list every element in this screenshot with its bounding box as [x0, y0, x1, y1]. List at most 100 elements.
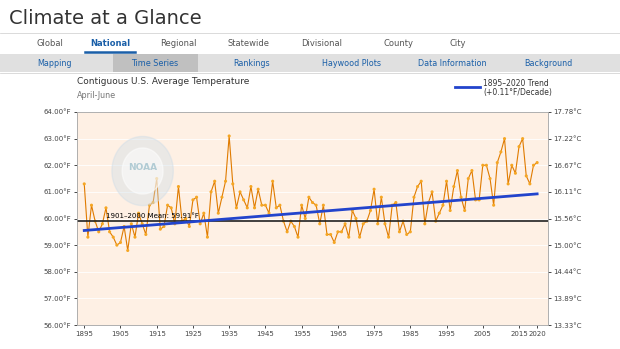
Point: [416, 178, 426, 184]
Point: [297, 202, 307, 208]
Point: [123, 248, 133, 253]
Point: [376, 194, 386, 200]
Point: [369, 186, 379, 192]
Text: (+0.11°F/Decade): (+0.11°F/Decade): [483, 89, 552, 97]
Point: [181, 216, 191, 221]
Point: [112, 242, 122, 248]
Point: [137, 221, 147, 227]
Point: [152, 176, 162, 181]
Point: [319, 202, 329, 208]
Point: [507, 162, 516, 168]
Point: [275, 202, 285, 208]
Point: [177, 218, 187, 224]
Point: [184, 224, 194, 229]
Point: [438, 202, 448, 208]
Point: [420, 221, 430, 227]
Point: [90, 218, 100, 224]
Polygon shape: [112, 136, 173, 206]
Point: [213, 210, 223, 216]
Point: [242, 205, 252, 211]
Point: [293, 234, 303, 240]
Point: [83, 234, 93, 240]
Point: [463, 176, 473, 181]
Text: Climate at a Glance: Climate at a Glance: [9, 8, 202, 28]
Point: [260, 202, 270, 208]
Point: [347, 208, 357, 213]
Point: [453, 168, 463, 173]
Text: Regional: Regional: [160, 38, 197, 47]
Point: [130, 234, 140, 240]
Text: Data Information: Data Information: [418, 59, 486, 67]
Point: [311, 202, 321, 208]
Text: County: County: [383, 38, 413, 47]
Point: [343, 234, 353, 240]
Text: Global: Global: [37, 38, 63, 47]
Point: [108, 234, 118, 240]
Point: [105, 229, 115, 235]
Point: [282, 229, 292, 235]
Point: [322, 232, 332, 237]
Point: [358, 221, 368, 227]
Point: [257, 202, 267, 208]
Point: [441, 178, 451, 184]
Point: [366, 208, 376, 213]
Point: [456, 194, 466, 200]
Point: [246, 184, 256, 190]
Point: [326, 232, 335, 237]
Text: Divisional: Divisional: [301, 38, 342, 47]
Point: [337, 229, 347, 235]
Point: [268, 178, 278, 184]
Point: [521, 173, 531, 179]
Point: [496, 149, 506, 155]
Point: [518, 136, 528, 141]
Point: [101, 205, 111, 211]
Point: [405, 229, 415, 235]
Text: NOAA: NOAA: [128, 163, 157, 172]
Point: [239, 197, 249, 203]
Point: [391, 200, 401, 205]
Point: [503, 181, 513, 187]
Point: [272, 205, 281, 211]
Point: [304, 194, 314, 200]
Point: [528, 162, 538, 168]
Text: City: City: [450, 38, 466, 47]
Point: [210, 178, 219, 184]
Point: [373, 221, 383, 227]
Text: Mapping: Mapping: [38, 59, 73, 67]
Point: [388, 202, 397, 208]
Point: [492, 160, 502, 165]
Text: Statewide: Statewide: [227, 38, 269, 47]
Point: [115, 240, 125, 245]
Point: [250, 205, 260, 211]
Point: [514, 144, 524, 149]
Text: 1901–2000 Mean: 59.91°F: 1901–2000 Mean: 59.91°F: [106, 213, 199, 219]
Point: [170, 221, 180, 227]
Point: [394, 229, 404, 235]
Point: [141, 232, 151, 237]
Point: [510, 170, 520, 176]
Point: [467, 168, 477, 173]
Point: [449, 184, 459, 190]
Point: [79, 181, 89, 187]
Point: [485, 176, 495, 181]
Point: [409, 194, 419, 200]
Point: [286, 218, 296, 224]
Point: [162, 202, 172, 208]
Point: [398, 218, 408, 224]
Text: Rankings: Rankings: [234, 59, 270, 67]
Point: [482, 162, 492, 168]
Point: [195, 221, 205, 227]
Point: [333, 229, 343, 235]
Point: [380, 221, 390, 227]
Point: [148, 200, 158, 205]
Text: 1895–2020 Trend: 1895–2020 Trend: [483, 79, 549, 88]
Point: [423, 200, 433, 205]
Point: [166, 205, 176, 211]
Point: [203, 234, 213, 240]
Point: [412, 184, 422, 190]
Point: [355, 234, 365, 240]
Point: [159, 224, 169, 229]
Point: [231, 205, 241, 211]
Point: [192, 194, 202, 200]
Point: [206, 189, 216, 195]
